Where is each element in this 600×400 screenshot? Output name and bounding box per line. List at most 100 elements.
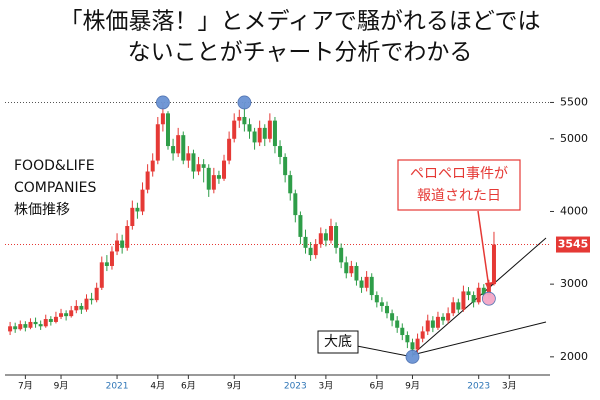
candle-body (334, 226, 339, 248)
event-arrow (477, 210, 490, 289)
candle-body (308, 247, 313, 256)
series-label: COMPANIES (14, 180, 96, 196)
x-tick-label: 2023 (284, 382, 307, 392)
candle-body (23, 324, 28, 328)
candle-body (303, 236, 308, 248)
candle-body (165, 113, 170, 147)
highlight-marker (155, 95, 170, 110)
candle-body (318, 233, 323, 245)
candle-body (461, 291, 466, 310)
x-tick-label: 2021 (106, 382, 129, 392)
x-tick-label: 7月 (18, 381, 33, 392)
bottom-box (317, 330, 359, 354)
candle-body (74, 305, 79, 311)
candle-body (344, 262, 349, 274)
candle-body (155, 124, 160, 161)
x-tick-label: 9月 (405, 381, 420, 392)
candle-body (446, 313, 451, 321)
candle-body (79, 305, 84, 310)
candle-body (8, 326, 13, 332)
candle-body (471, 295, 476, 303)
last-price-label: 3545 (558, 238, 589, 251)
x-tick-label: 6月 (181, 381, 196, 392)
candle-body (323, 233, 328, 241)
candle-body (216, 175, 221, 179)
candle-body (69, 310, 74, 317)
candle-body (486, 284, 491, 296)
candle-body (99, 262, 104, 288)
series-label: 株価推移 (14, 202, 70, 218)
candle-body (339, 247, 344, 263)
event-annotation: 報道された日 (417, 188, 501, 204)
x-tick-label: 4月 (150, 381, 165, 392)
highlight-marker (237, 95, 252, 110)
chart-title: 「株価暴落！」とメディアで騒がれるほどでは (60, 9, 541, 35)
candle-body (125, 226, 130, 248)
candle-body (298, 215, 303, 237)
candle-body (405, 335, 410, 343)
candle-body (385, 305, 390, 314)
candle-body (64, 313, 69, 317)
candle-body (84, 298, 89, 310)
x-tick-label: 9月 (54, 381, 69, 392)
candle-body (328, 226, 333, 241)
y-tick-label: 5500 (560, 95, 588, 108)
candle-body (456, 302, 461, 310)
candle-body (145, 171, 150, 190)
candle-body (104, 262, 109, 266)
candle-body (293, 193, 298, 216)
candle-body (278, 146, 283, 157)
candle-body (160, 113, 165, 125)
trend-line (411, 321, 547, 356)
candle-body (115, 240, 120, 252)
candle-body (53, 316, 58, 322)
candle-body (415, 338, 420, 350)
candle-body (28, 321, 33, 328)
candle-body (441, 316, 446, 321)
candle-body (252, 131, 257, 143)
candle-body (288, 175, 293, 194)
candle-body (150, 160, 155, 172)
candle-body (48, 319, 53, 322)
candle-body (349, 265, 354, 274)
highlight-marker (481, 291, 496, 306)
y-tick-label: 3000 (560, 277, 588, 290)
candle-body (94, 287, 99, 301)
candle-body (109, 251, 114, 266)
candle-body (410, 342, 415, 350)
event-box (397, 159, 521, 211)
x-tick-label: 6月 (369, 381, 384, 392)
chart-title: ないことがチャート分析でわかる (128, 40, 473, 66)
candle-body (171, 146, 176, 154)
x-tick-label: 2023 (467, 382, 490, 392)
highlight-marker (405, 349, 420, 364)
candle-body (491, 244, 496, 285)
candle-body (181, 135, 186, 161)
candle-body (247, 124, 252, 132)
candle-body (313, 244, 318, 256)
candle-body (191, 153, 196, 172)
candle-body (476, 287, 481, 303)
candle-body (466, 291, 471, 296)
candle-body (390, 313, 395, 321)
candle-body (227, 138, 232, 161)
candle-body (242, 116, 247, 125)
candle-body (481, 287, 486, 296)
candle-body (237, 116, 242, 121)
candle-body (211, 175, 216, 190)
event-annotation: ペロペロ事件が (410, 166, 508, 182)
x-tick-label: 3月 (319, 381, 334, 392)
candle-body (135, 207, 140, 212)
candle-body (430, 320, 435, 328)
candle-body (451, 302, 456, 314)
bottom-annotation: 大底 (324, 334, 352, 350)
candle-body (379, 302, 384, 306)
candle-body (120, 240, 125, 248)
candle-body (13, 326, 18, 330)
candle-body (18, 324, 23, 330)
candle-body (354, 265, 359, 281)
y-tick-label: 5000 (560, 132, 588, 145)
candle-body (140, 189, 145, 212)
candle-body (395, 320, 400, 328)
candle-body (186, 153, 191, 161)
